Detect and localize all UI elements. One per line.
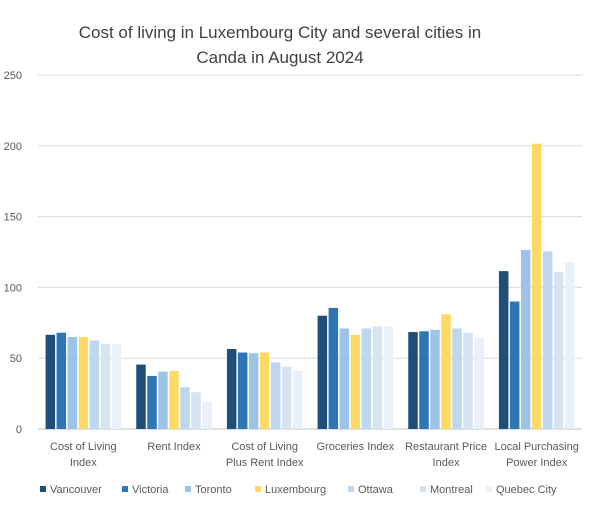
- x-tick-label: Local Purchasing: [494, 441, 578, 453]
- legend-swatch: [255, 486, 261, 492]
- bar-montreal: [100, 344, 111, 429]
- bar-montreal: [463, 332, 473, 429]
- bar-ottawa: [452, 328, 462, 429]
- x-tick-label: Index: [70, 457, 97, 469]
- bar-toronto: [248, 353, 259, 429]
- legend-item: Luxembourg: [255, 484, 326, 496]
- legend-item: Toronto: [185, 484, 232, 496]
- bar-ottawa: [361, 328, 372, 429]
- legend-label: Vancouver: [50, 484, 102, 496]
- y-tick-label: 0: [16, 424, 22, 436]
- legend-item: Victoria: [122, 484, 169, 496]
- bar-vancouver: [226, 348, 237, 429]
- bar-quebec-city: [202, 402, 212, 429]
- bar-toronto: [339, 328, 350, 429]
- y-tick-label: 150: [4, 212, 22, 224]
- legend-item: Vancouver: [40, 484, 102, 496]
- legend-label: Montreal: [430, 484, 473, 496]
- bar-montreal: [372, 326, 383, 429]
- bar-vancouver: [136, 364, 146, 429]
- y-axis: 0 50 100 150 200 250: [4, 70, 582, 436]
- y-tick-label: 50: [10, 353, 22, 365]
- legend-swatch: [486, 486, 492, 492]
- legend-label: Ottawa: [358, 484, 394, 496]
- bar-luxembourg: [350, 334, 361, 429]
- legend: Vancouver Victoria Toronto Luxembourg Ottawa…: [40, 484, 557, 496]
- gridlines: [38, 74, 582, 359]
- y-tick-label: 250: [4, 70, 22, 82]
- legend-item: Quebec City: [486, 484, 557, 496]
- x-tick-label: Cost of Living: [231, 441, 298, 453]
- x-tick-label: Restaurant Price: [405, 441, 487, 453]
- bar-ottawa: [270, 362, 281, 429]
- legend-label: Luxembourg: [265, 484, 326, 496]
- bar-toronto: [430, 329, 440, 429]
- y-tick-label: 200: [4, 141, 22, 153]
- x-tick-label: Cost of Living: [50, 441, 117, 453]
- bars: [45, 143, 575, 429]
- bar-quebec-city: [111, 344, 122, 429]
- bar-luxembourg: [259, 352, 270, 429]
- legend-item: Montreal: [420, 484, 473, 496]
- bar-victoria: [147, 375, 157, 429]
- bar-victoria: [237, 352, 248, 429]
- bar-luxembourg: [441, 314, 451, 429]
- bar-toronto: [520, 249, 531, 429]
- bar-ottawa: [542, 251, 553, 429]
- bar-victoria: [56, 332, 67, 429]
- legend-label: Victoria: [132, 484, 169, 496]
- x-tick-label: Index: [433, 457, 460, 469]
- legend-swatch: [122, 486, 128, 492]
- bar-quebec-city: [292, 370, 303, 429]
- bar-toronto: [67, 336, 78, 429]
- bar-quebec-city: [383, 326, 394, 429]
- y-tick-label: 100: [4, 282, 22, 294]
- bar-vancouver: [498, 271, 509, 429]
- bar-montreal: [553, 271, 564, 429]
- bar-montreal: [281, 366, 292, 429]
- legend-item: Ottawa: [348, 484, 394, 496]
- bar-toronto: [158, 371, 168, 429]
- bar-luxembourg: [169, 370, 179, 429]
- bar-ottawa: [89, 340, 100, 429]
- bar-victoria: [509, 301, 520, 429]
- x-tick-label: Rent Index: [147, 441, 201, 453]
- legend-swatch: [185, 486, 191, 492]
- bar-victoria: [328, 307, 339, 429]
- bar-luxembourg: [78, 336, 89, 429]
- bar-quebec-city: [474, 337, 484, 429]
- bar-vancouver: [317, 315, 328, 429]
- bar-quebec-city: [564, 261, 575, 429]
- bar-vancouver: [45, 334, 56, 429]
- legend-swatch: [420, 486, 426, 492]
- bar-montreal: [191, 392, 201, 429]
- bar-ottawa: [180, 387, 190, 429]
- legend-label: Quebec City: [496, 484, 557, 496]
- x-axis: Cost of Living Index Rent Index Cost of Liv…: [50, 441, 579, 469]
- chart-title-line-2: Canda in August 2024: [196, 48, 363, 67]
- legend-label: Toronto: [195, 484, 232, 496]
- x-tick-label: Groceries Index: [317, 441, 395, 453]
- x-tick-label: Plus Rent Index: [226, 457, 304, 469]
- bar-vancouver: [408, 332, 418, 429]
- legend-swatch: [40, 486, 46, 492]
- x-tick-label: Power Index: [506, 457, 568, 469]
- chart-title-line-1: Cost of living in Luxembourg City and se…: [79, 23, 482, 42]
- legend-swatch: [348, 486, 354, 492]
- bar-victoria: [419, 331, 429, 429]
- bar-luxembourg: [531, 143, 542, 429]
